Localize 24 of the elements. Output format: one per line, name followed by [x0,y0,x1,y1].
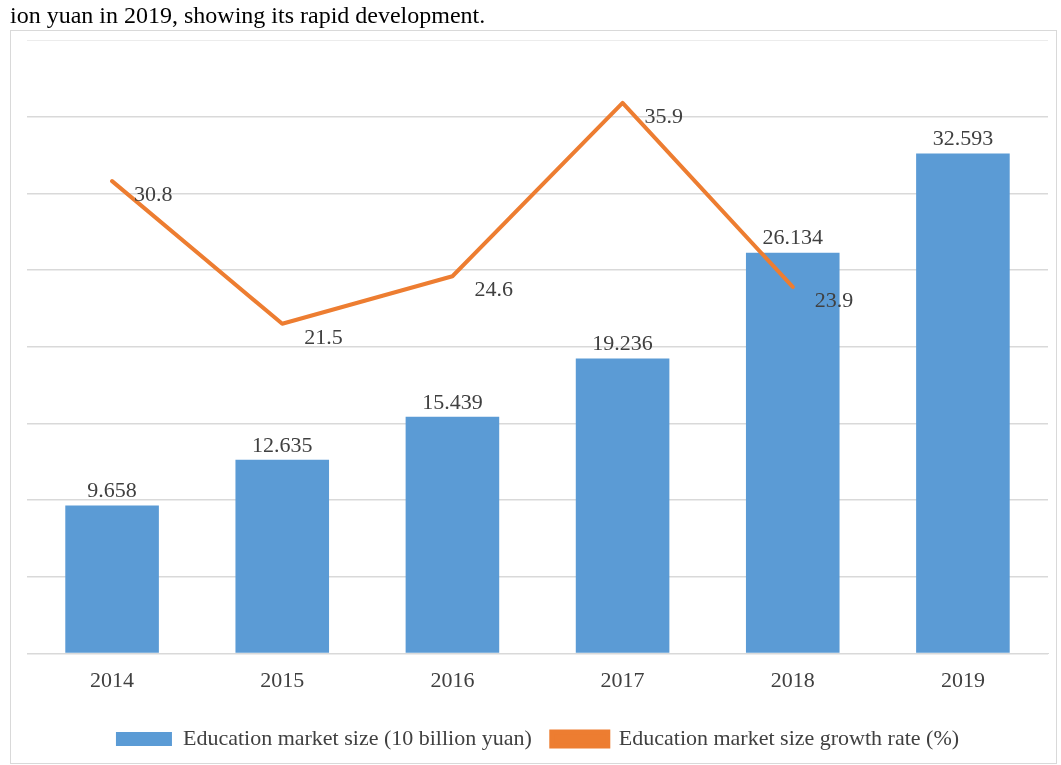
legend-label: Education market size (10 billion yuan) [182,724,532,750]
data-label: 12.635 [252,431,313,457]
x-tick-label: 2016 [430,666,475,692]
data-label: 26.134 [762,224,823,250]
x-tick-label: 2017 [600,666,645,692]
data-label: 24.6 [474,276,513,302]
text: ion yuan in 2019, showing its rapid development. [10,2,486,28]
legend-label: Education market size growth rate (%) [618,724,960,750]
bar [65,505,159,653]
bar [916,153,1010,653]
data-label: 15.439 [422,388,483,414]
bar [575,358,670,653]
data-label: 21.5 [304,323,343,349]
x-tick-label: 2014 [90,666,135,692]
data-label: 19.236 [592,330,653,356]
data-label: 30.8 [134,180,173,206]
data-label: 32.593 [932,125,994,151]
bar [235,459,330,653]
x-tick-label: 2019 [940,666,985,692]
data-label: 9.658 [87,477,137,503]
x-tick-label: 2015 [260,666,305,692]
data-label: 35.9 [644,102,684,128]
x-tick-label: 2018 [770,666,815,692]
bar [405,416,500,653]
